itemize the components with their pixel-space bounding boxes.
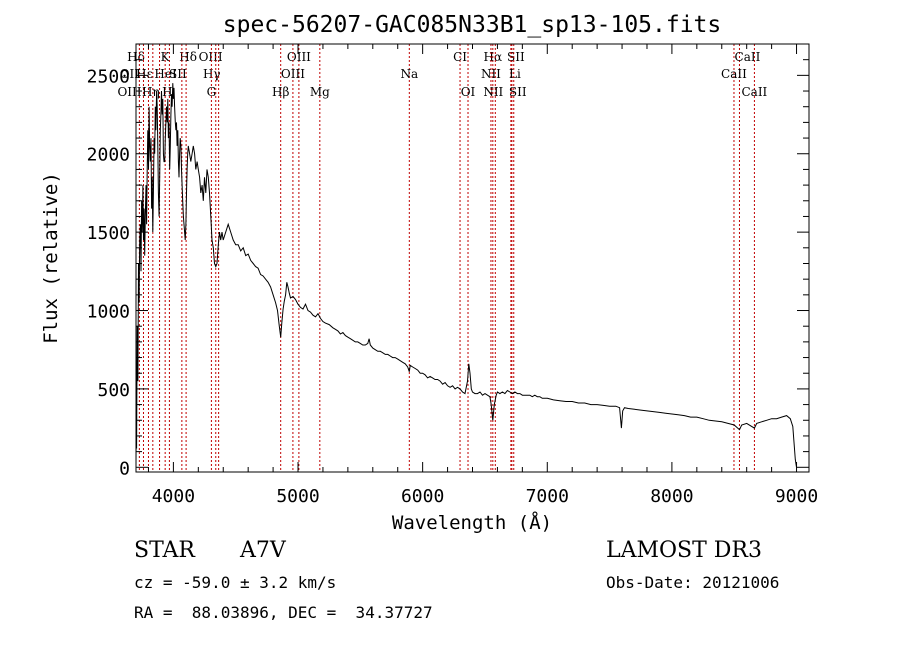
y-tick-label: 0: [119, 458, 130, 479]
chart-title: spec-56207-GAC085N33B1_sp13-105.fits: [223, 12, 722, 38]
spectral-line-label: Na: [400, 67, 418, 81]
plot-frame: [135, 43, 810, 473]
spectral-line-label: Hη: [142, 85, 160, 99]
x-tick-label: 9000: [775, 486, 818, 507]
y-axis: 0 500 1000 1500 2000 2500: [87, 59, 809, 479]
y-axis-label: Flux (relative): [40, 172, 62, 344]
spectral-line-label: CaII: [741, 85, 767, 99]
spectrum-series-line: [135, 83, 797, 468]
y-tick-label: 2000: [87, 145, 130, 166]
spectral-line-label: K: [161, 50, 171, 64]
x-tick-label: 8000: [650, 486, 693, 507]
spectral-line-label: CaII: [735, 50, 761, 64]
x-axis: 4000 5000 6000 7000 8000 9000: [147, 44, 818, 507]
x-tick-label: 5000: [276, 486, 319, 507]
spectral-line-label: OII: [120, 67, 140, 81]
spectral-line-label: Hβ: [272, 85, 289, 99]
spectral-line-label: OIII: [199, 50, 223, 64]
y-tick-label: 1500: [87, 223, 130, 244]
spectral-line-label: NII: [481, 67, 501, 81]
y-tick-label: 2500: [87, 66, 130, 87]
x-tick-label: 4000: [152, 486, 195, 507]
spectral-line-label: HeI: [154, 67, 177, 81]
spectral-line-label: H: [162, 85, 172, 99]
spectral-line-label: SII: [507, 50, 525, 64]
x-axis-label: Wavelength (Å): [392, 511, 552, 534]
spectral-line-label: Hε: [136, 67, 153, 81]
spectrum-chart: spec-56207-GAC085N33B1_sp13-105.fits HδO…: [40, 12, 818, 534]
spectral-line-label: OIII: [281, 67, 305, 81]
observation-date: Obs-Date: 20121006: [606, 573, 780, 592]
spectral-line-label: CI: [453, 50, 467, 64]
object-class: STAR: [134, 538, 195, 563]
spectral-line-label: Hδ: [179, 50, 197, 64]
spectral-line-label: G: [207, 85, 217, 99]
sky-coordinates: RA = 88.03896, DEC = 34.37727: [134, 603, 433, 622]
spectral-line-label: CaII: [721, 67, 747, 81]
x-tick-label: 6000: [401, 486, 444, 507]
x-tick-label: 7000: [526, 486, 569, 507]
spectral-line-label: SII: [169, 67, 187, 81]
emission-line-markers: HδOIIOIIIHεHηKHeIHHδSIIOIIIHγGOIIIOIIIHβ…: [117, 44, 768, 472]
spectral-line-label: SII: [509, 85, 527, 99]
spectral-line-label: OI: [461, 85, 476, 99]
spectral-line-label: Hα: [484, 50, 503, 64]
spectral-line-label: OIII: [287, 50, 311, 64]
spectral-line-label: Mg: [310, 85, 330, 99]
survey-name: LAMOST DR3: [606, 538, 762, 563]
y-tick-label: 500: [97, 380, 130, 401]
spectral-line-label: Li: [509, 67, 521, 81]
spectral-line-label: NII: [483, 85, 503, 99]
redshift-cz: cz = -59.0 ± 3.2 km/s: [134, 573, 337, 592]
y-tick-label: 1000: [87, 302, 130, 323]
object-subclass: A7V: [240, 538, 286, 563]
